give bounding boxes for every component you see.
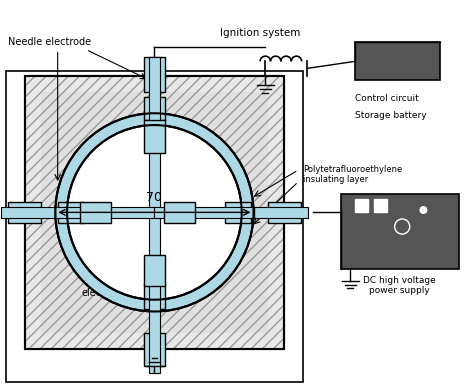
Bar	[164, 202, 195, 223]
Circle shape	[55, 113, 254, 312]
Text: Ignition system: Ignition system	[220, 28, 301, 38]
Bar	[58, 202, 83, 223]
Bar	[144, 57, 165, 92]
Bar	[25, 75, 284, 349]
Bar	[144, 120, 165, 153]
Bar	[25, 75, 284, 349]
Bar	[155, 207, 308, 217]
Bar	[144, 97, 165, 120]
Bar	[1, 207, 155, 217]
Bar	[225, 202, 251, 223]
Bar	[144, 333, 165, 366]
Bar	[149, 212, 160, 373]
Bar	[355, 199, 368, 212]
Text: Storage battery: Storage battery	[355, 111, 427, 120]
Text: Polytetrafluoroethylene
insulating layer: Polytetrafluoroethylene insulating layer	[303, 165, 402, 184]
Bar	[144, 255, 165, 286]
Text: DC high voltage
power supply: DC high voltage power supply	[364, 276, 436, 296]
Text: Ignition
electrode: Ignition electrode	[82, 276, 128, 298]
Bar	[8, 202, 41, 223]
Text: Control circuit: Control circuit	[355, 94, 419, 103]
Bar	[144, 283, 165, 309]
Bar	[80, 202, 111, 223]
Text: Needle electrode: Needle electrode	[8, 38, 91, 48]
Bar	[268, 202, 301, 223]
Circle shape	[55, 113, 254, 312]
Bar	[41, 92, 268, 333]
Bar	[341, 194, 459, 269]
Text: 70: 70	[146, 191, 163, 204]
Bar	[25, 75, 284, 349]
Circle shape	[420, 207, 427, 213]
Bar	[6, 71, 303, 382]
Circle shape	[67, 125, 242, 300]
Bar	[355, 43, 440, 80]
Bar	[149, 57, 160, 212]
Bar	[374, 199, 387, 212]
Bar	[41, 92, 268, 333]
